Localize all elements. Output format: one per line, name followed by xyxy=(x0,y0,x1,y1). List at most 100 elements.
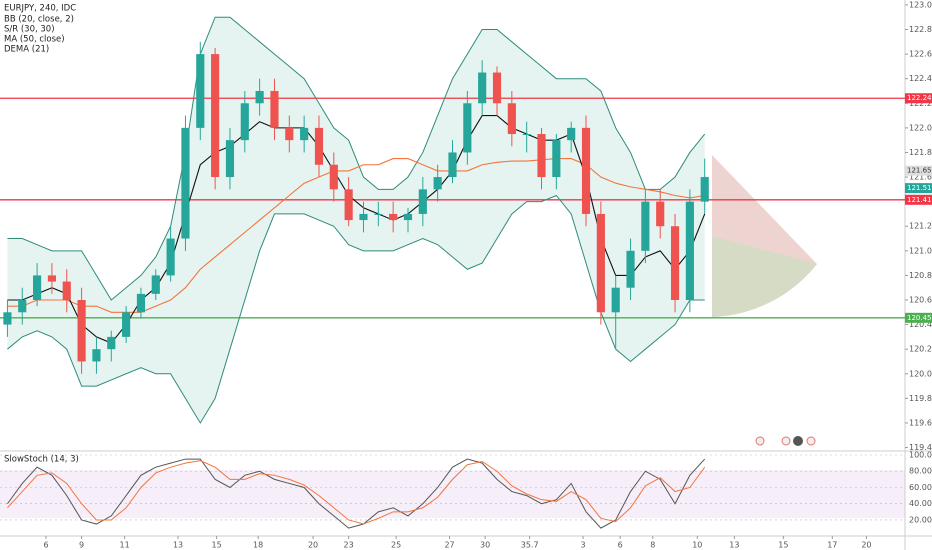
projection-shape xyxy=(712,236,817,317)
bollinger-upper xyxy=(7,16,706,301)
candle xyxy=(507,90,516,147)
candle xyxy=(626,238,635,300)
stoch-tick-label: 40.00 xyxy=(909,499,932,508)
candle xyxy=(329,152,338,202)
candle-body xyxy=(122,312,131,337)
candle-body xyxy=(285,127,294,141)
price-tick-label: 120.600 xyxy=(909,296,932,305)
price-tick-label: 122.800 xyxy=(909,25,932,34)
candle-body xyxy=(596,213,605,313)
candle xyxy=(62,269,71,313)
candle-body xyxy=(641,201,650,251)
candle-body xyxy=(329,164,338,190)
time-tick-label: 6 xyxy=(618,541,623,550)
candle xyxy=(107,330,116,362)
event-icon xyxy=(793,436,803,446)
time-tick-label: 15 xyxy=(778,541,788,550)
candle-body xyxy=(656,201,665,227)
candle-body xyxy=(77,300,86,362)
candle-body xyxy=(567,127,576,141)
candle-body xyxy=(255,90,264,104)
bollinger-lower xyxy=(7,194,705,424)
time-tick-label: 35.7 xyxy=(521,541,539,550)
time-tick-label: 10 xyxy=(692,541,702,550)
indicator: MA (50, close) xyxy=(4,35,65,45)
candle xyxy=(656,189,665,239)
candle-body xyxy=(92,349,101,362)
candle xyxy=(122,306,131,344)
bollinger-fill xyxy=(7,17,705,423)
candle xyxy=(136,287,146,319)
candle xyxy=(670,213,680,313)
candle-body xyxy=(211,54,220,178)
candle-body xyxy=(181,127,190,239)
candle xyxy=(196,41,205,141)
time-tick-label: 27 xyxy=(444,541,454,550)
event-icon xyxy=(806,436,816,446)
time-tick-label: 13 xyxy=(173,541,183,550)
candle xyxy=(225,127,235,190)
candle xyxy=(433,164,442,202)
time-tick-label: 6 xyxy=(43,541,48,550)
price-tick-label: 121.600 xyxy=(909,173,932,182)
legend: EURJPY, 240, IDC BB (20, close, 2) S/R (… xyxy=(4,4,79,465)
candle xyxy=(344,177,353,227)
candle-body xyxy=(107,336,116,350)
event-icon xyxy=(755,436,765,446)
candle-body xyxy=(62,281,71,300)
candle-body xyxy=(670,226,680,300)
candle xyxy=(700,158,709,214)
stoch-d xyxy=(7,460,706,525)
candle xyxy=(151,269,160,300)
candle xyxy=(581,115,591,227)
stoch-tick-label: 60.00 xyxy=(909,483,932,492)
candle-body xyxy=(33,275,42,300)
candle xyxy=(33,263,42,307)
candle-body xyxy=(196,54,205,128)
candle-body xyxy=(18,300,27,313)
candle-body xyxy=(270,90,279,128)
candle-body xyxy=(507,103,516,135)
candle-body xyxy=(240,103,249,141)
price-tick-label: 120.800 xyxy=(909,271,932,280)
stoch-tick-label: 20.00 xyxy=(909,515,932,524)
price-tag-label: 121.51 xyxy=(907,184,932,192)
price-tick-label: 121.200 xyxy=(909,222,932,231)
price-tick-label: 120.400 xyxy=(909,320,932,329)
level-tag xyxy=(905,93,932,104)
price-tick-label: 119.800 xyxy=(909,394,932,403)
price-tag-label: 121.652 xyxy=(907,167,932,175)
candle xyxy=(166,226,175,282)
time-tick-label: 25 xyxy=(391,541,401,550)
time-tick-label: 20 xyxy=(861,541,871,550)
candle xyxy=(285,115,294,153)
candle xyxy=(374,201,383,227)
candle xyxy=(685,189,694,313)
time-tick-label: 18 xyxy=(253,541,263,550)
candle-body xyxy=(448,152,457,178)
time-tick-label: 20 xyxy=(308,541,318,550)
time-tick-label: 11 xyxy=(120,541,130,550)
candle-body xyxy=(537,134,546,178)
candle xyxy=(47,263,57,294)
candle xyxy=(92,336,101,374)
candle xyxy=(255,78,264,116)
candle-body xyxy=(344,189,353,221)
candle-body xyxy=(478,72,487,104)
candle-body xyxy=(359,213,368,221)
candle-body xyxy=(389,213,398,221)
candle-body xyxy=(166,238,175,276)
time-tick-label: 9 xyxy=(79,541,84,550)
price-tick-label: 122.400 xyxy=(909,74,932,83)
candle xyxy=(522,121,531,153)
stoch-tick-label: 80.00 xyxy=(909,467,932,476)
candle-body xyxy=(47,275,57,282)
candle-body xyxy=(136,293,146,313)
candle xyxy=(537,127,546,190)
symbol-title: EURJPY, 240, IDC xyxy=(4,4,76,14)
time-tick-label: 15 xyxy=(212,541,222,550)
candle-body xyxy=(522,134,531,136)
candle xyxy=(448,140,457,184)
